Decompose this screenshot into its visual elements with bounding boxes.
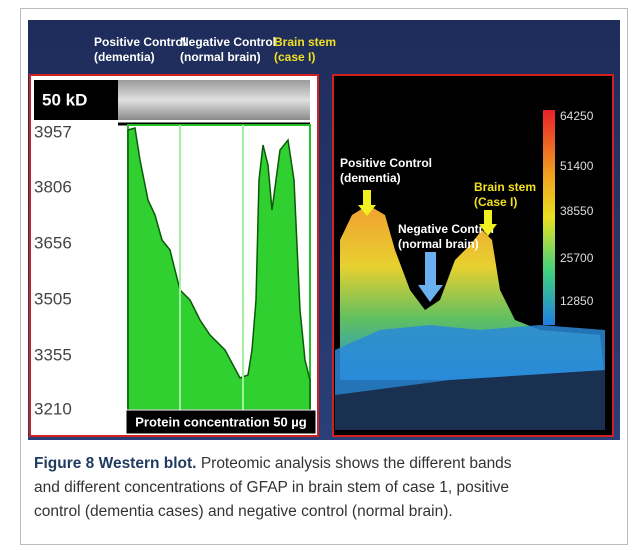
top-label: Positive Control — [94, 35, 186, 49]
panel-label: (normal brain) — [398, 237, 479, 251]
panel-label: Positive Control — [340, 156, 432, 170]
panel-label: (dementia) — [340, 171, 401, 185]
axis-label: 3210 — [34, 399, 72, 418]
arrow — [358, 190, 376, 216]
top-label: (dementia) — [94, 50, 155, 64]
caption-label: Figure 8 Western blot. — [34, 455, 197, 472]
axis-label: 3355 — [34, 345, 72, 364]
caption-line: and different concentrations of GFAP in … — [34, 479, 510, 496]
footer-label: Protein concentration 50 µg — [135, 414, 307, 429]
colorbar-label: 12850 — [560, 294, 594, 308]
panel-label: Negative Control — [398, 222, 494, 236]
colorbar-label: 25700 — [560, 251, 594, 265]
colorbar-label: 38550 — [560, 204, 594, 218]
panel-label: (Case I) — [474, 195, 517, 209]
arrow — [479, 210, 497, 236]
band-label-box — [34, 80, 118, 120]
caption-line: Proteomic analysis shows the different b… — [200, 455, 512, 472]
top-label: Negative Control — [180, 35, 276, 49]
figure: Positive Control (dementia) Negative Con… — [28, 20, 620, 440]
colorbar — [543, 110, 555, 325]
footer-box — [125, 409, 317, 435]
panel-label: Brain stem — [474, 180, 536, 194]
surface-floor — [335, 370, 605, 430]
figure-frame — [20, 8, 628, 545]
top-label: Brain stem — [274, 35, 336, 49]
arrow — [418, 252, 443, 302]
top-label: (normal brain) — [180, 50, 261, 64]
colorbar-label: 51400 — [560, 159, 594, 173]
top-label: (case I) — [274, 50, 315, 64]
caption: Figure 8 Western blot. Proteomic analysi… — [34, 452, 624, 524]
axis-label: 3656 — [34, 233, 72, 252]
axis-label: 3505 — [34, 289, 72, 308]
axis-label: 3957 — [34, 122, 72, 141]
axis-label: 3806 — [34, 177, 72, 196]
caption-line: control (dementia cases) and negative co… — [34, 503, 453, 520]
band-strip — [118, 80, 310, 120]
band-label: 50 kD — [42, 90, 87, 109]
colorbar-label: 64250 — [560, 109, 594, 123]
